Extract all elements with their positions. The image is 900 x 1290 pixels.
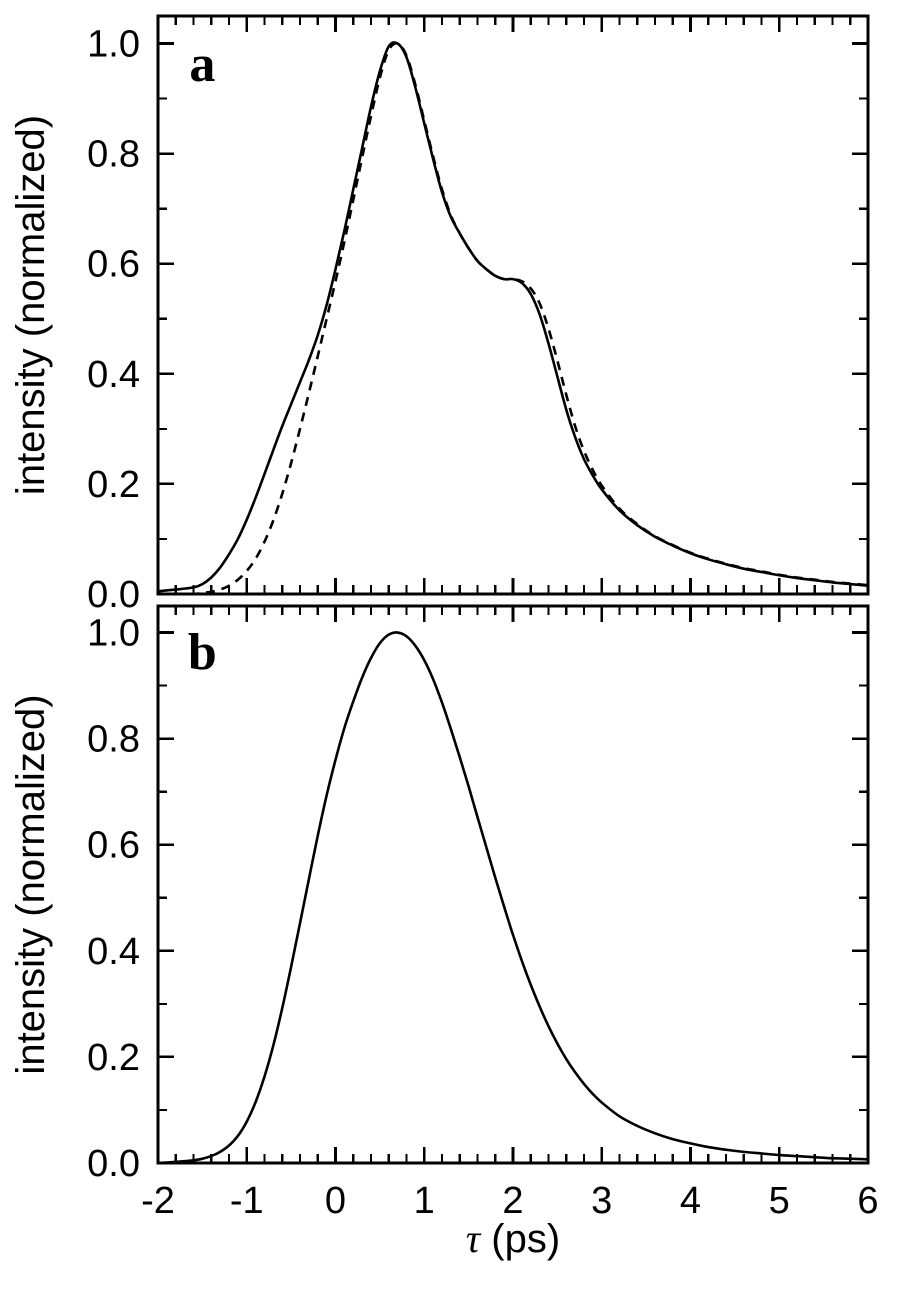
- y-tick-label: 0.8: [87, 719, 140, 761]
- x-tick-label: 6: [857, 1180, 878, 1222]
- x-tick-label: 0: [325, 1180, 346, 1222]
- panel-letter: b: [188, 624, 217, 681]
- panel-letter: a: [189, 36, 215, 93]
- y-tick-label: 0.2: [87, 1037, 140, 1079]
- y-tick-label: 0.0: [87, 1143, 140, 1185]
- x-tick-label: 1: [414, 1180, 435, 1222]
- y-tick-label: 0.0: [87, 574, 140, 616]
- x-axis-unit: (ps): [480, 1217, 560, 1261]
- y-tick-label: 0.8: [87, 134, 140, 176]
- y-axis-title: intensity (normalized): [9, 694, 53, 1074]
- y-tick-label: 0.4: [87, 354, 140, 396]
- tau-symbol: τ: [466, 1216, 482, 1261]
- data-curve-solid: [156, 41, 870, 593]
- panel-b: 0.0 0.2 0.4 0.6 0.8 1.0 -2 -1 0 1 2 3 4 5 6 b intensity …: [9, 604, 879, 1222]
- y-axis-title: intensity (normalized): [9, 115, 53, 495]
- data-curve-solid: [156, 631, 870, 1165]
- y-tick-label: 0.6: [87, 825, 140, 867]
- y-tick-label: 1.0: [87, 24, 140, 66]
- x-tick-label: -2: [141, 1180, 175, 1222]
- y-tick-label: 0.4: [87, 931, 140, 973]
- x-axis-title: τ (ps): [466, 1216, 560, 1261]
- x-tick-label: 2: [502, 1180, 523, 1222]
- y-tick-label: 0.2: [87, 464, 140, 506]
- x-tick-label: 4: [680, 1180, 701, 1222]
- x-tick-label: 5: [769, 1180, 790, 1222]
- shared-axis-labels: τ (ps): [466, 1216, 560, 1261]
- x-tick-label: -1: [230, 1180, 264, 1222]
- x-tick-label: 3: [591, 1180, 612, 1222]
- y-tick-label: 1.0: [87, 613, 140, 655]
- panel-a: 0.0 0.2 0.4 0.6 0.8 1.0 a intensity (normalized…: [9, 14, 870, 616]
- y-tick-label: 0.6: [87, 244, 140, 286]
